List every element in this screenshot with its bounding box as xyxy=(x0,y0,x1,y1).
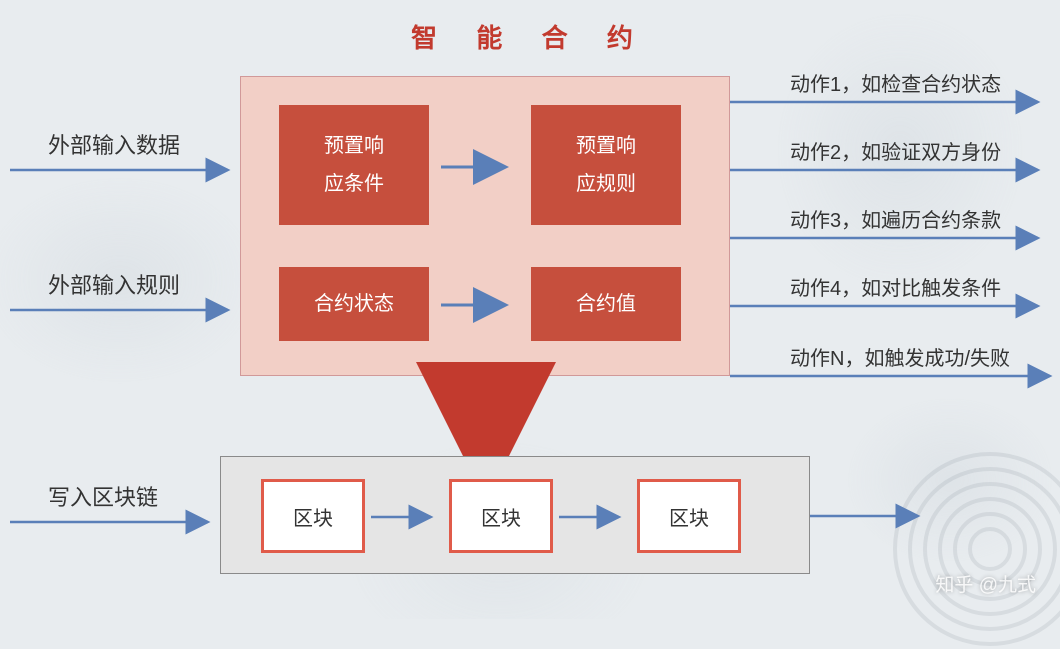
arrow-input-rules xyxy=(10,300,240,320)
action-2-label: 动作2，如验证双方身份 xyxy=(790,136,1001,165)
block-1: 区块 xyxy=(261,479,365,553)
block-2: 区块 xyxy=(449,479,553,553)
action-n-label: 动作N，如触发成功/失败 xyxy=(790,342,1010,371)
action-3-label: 动作3，如遍历合约条款 xyxy=(790,204,1001,233)
arrow-blockchain-out xyxy=(810,508,930,524)
input-rules-label: 外部输入规则 xyxy=(48,268,180,300)
action-4-label: 动作4，如对比触发条件 xyxy=(790,272,1001,301)
arrow-action-4 xyxy=(730,300,1050,312)
arrow-action-1 xyxy=(730,96,1050,108)
action-1-label: 动作1，如检查合约状态 xyxy=(790,68,1001,97)
arrow-block-2-3 xyxy=(559,509,631,525)
box-preset-rules: 预置响应规则 xyxy=(531,105,681,225)
input-blockchain-label: 写入区块链 xyxy=(48,480,158,512)
arrow-input-blockchain xyxy=(10,512,220,532)
arrow-down-to-blockchain xyxy=(468,380,504,452)
input-data-label: 外部输入数据 xyxy=(48,128,180,160)
fingerprint-decoration xyxy=(890,449,1060,649)
arrow-action-n xyxy=(730,370,1060,382)
arrow-action-3 xyxy=(730,232,1050,244)
box-preset-conditions: 预置响应条件 xyxy=(279,105,429,225)
arrow-action-2 xyxy=(730,164,1050,176)
arrow-top-row xyxy=(441,155,519,179)
box-contract-state: 合约状态 xyxy=(279,267,429,341)
arrow-bottom-row xyxy=(441,293,519,317)
arrow-block-1-2 xyxy=(371,509,443,525)
block-3: 区块 xyxy=(637,479,741,553)
watermark: 知乎 @九式 xyxy=(935,570,1036,597)
arrow-input-data xyxy=(10,160,240,180)
blockchain-panel: 区块 区块 区块 xyxy=(220,456,810,574)
box-contract-value: 合约值 xyxy=(531,267,681,341)
diagram-title: 智 能 合 约 xyxy=(0,18,1060,55)
smart-contract-panel: 预置响应条件 预置响应规则 合约状态 合约值 xyxy=(240,76,730,376)
